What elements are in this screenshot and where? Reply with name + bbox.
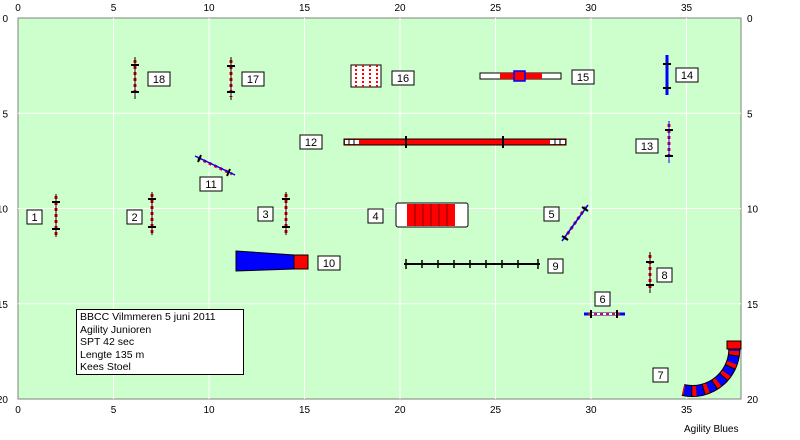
label-1: 1 — [26, 209, 43, 225]
svg-text:7: 7 — [657, 370, 663, 382]
obstacle-10-chute[interactable] — [235, 250, 309, 272]
obstacle-7-tunnel[interactable] — [681, 340, 742, 398]
svg-text:10: 10 — [323, 258, 335, 270]
label-10: 10 — [317, 255, 341, 271]
obstacle-13-jump[interactable] — [665, 121, 673, 163]
svg-text:3: 3 — [262, 209, 268, 221]
x-tick-top: 0 — [15, 3, 21, 14]
label-6: 6 — [594, 291, 611, 307]
svg-text:17: 17 — [247, 74, 259, 86]
standard-time: SPT 42 sec — [80, 336, 135, 348]
x-tick-top: 25 — [490, 3, 502, 14]
obstacle-15-seesaw[interactable] — [479, 70, 562, 82]
svg-text:8: 8 — [661, 270, 667, 282]
obstacle-11-jump[interactable] — [194, 154, 236, 177]
svg-text:5: 5 — [548, 209, 554, 221]
x-tick-top: 15 — [299, 3, 311, 14]
obstacle-4-tire[interactable] — [395, 202, 469, 228]
axis-ticks: 0055101015152020252530303535005510101515… — [0, 3, 759, 416]
svg-text:9: 9 — [552, 261, 558, 273]
class-name: Agility Junioren — [80, 323, 152, 336]
x-tick-bottom: 20 — [394, 405, 406, 416]
obstacle-18-jump[interactable] — [131, 57, 139, 99]
judge-name: Kees Stoel — [80, 361, 131, 373]
svg-text:12: 12 — [305, 137, 317, 149]
label-13: 13 — [635, 138, 659, 154]
obstacle-6-jump[interactable] — [584, 310, 625, 318]
svg-text:15: 15 — [577, 72, 589, 84]
x-tick-bottom: 5 — [111, 405, 117, 416]
label-3: 3 — [257, 206, 274, 222]
x-tick-bottom: 10 — [203, 405, 215, 416]
obstacle-1-jump[interactable] — [52, 194, 60, 237]
x-tick-bottom: 30 — [585, 405, 597, 416]
app-credit: Agility Blues — [684, 424, 739, 435]
y-tick-left: 0 — [2, 14, 8, 25]
label-16: 16 — [391, 70, 415, 86]
svg-text:13: 13 — [641, 141, 653, 153]
course-length: Lengte 135 m — [80, 348, 145, 361]
label-2: 2 — [126, 209, 143, 225]
label-4: 4 — [367, 208, 384, 224]
y-tick-right: 20 — [747, 395, 759, 406]
obstacle-16-wall[interactable] — [350, 64, 382, 88]
label-7: 7 — [652, 367, 669, 383]
label-15: 15 — [571, 69, 595, 85]
y-tick-left: 20 — [0, 395, 8, 406]
x-tick-bottom: 35 — [681, 405, 693, 416]
svg-text:2: 2 — [131, 212, 137, 224]
x-tick-top: 35 — [681, 3, 693, 14]
svg-text:1: 1 — [31, 212, 37, 224]
y-tick-right: 0 — [747, 14, 753, 25]
obstacle-17-jump[interactable] — [227, 57, 235, 100]
y-tick-left: 10 — [0, 205, 8, 216]
label-17: 17 — [241, 71, 265, 87]
label-8: 8 — [656, 267, 673, 283]
obstacle-8-jump[interactable] — [646, 252, 654, 293]
event-title: BBCC Vilmmeren 5 juni 2011 — [80, 311, 216, 323]
y-tick-right: 15 — [747, 300, 759, 311]
x-tick-top: 5 — [111, 3, 117, 14]
course-info-box: BBCC Vilmmeren 5 juni 2011 Agility Junio… — [76, 309, 244, 375]
x-tick-bottom: 0 — [15, 405, 21, 416]
obstacle-9-weave[interactable] — [404, 259, 540, 269]
svg-text:4: 4 — [372, 211, 378, 223]
label-9: 9 — [547, 258, 564, 274]
label-12: 12 — [299, 134, 323, 150]
svg-text:6: 6 — [599, 294, 605, 306]
y-tick-left: 15 — [0, 300, 8, 311]
obstacle-14-jump[interactable] — [663, 55, 671, 95]
y-tick-right: 5 — [747, 109, 753, 120]
x-tick-top: 20 — [394, 3, 406, 14]
y-tick-right: 10 — [747, 205, 759, 216]
x-tick-bottom: 15 — [299, 405, 311, 416]
obstacle-2-jump[interactable] — [148, 192, 156, 235]
obstacle-5-jump[interactable] — [561, 204, 589, 242]
x-tick-bottom: 25 — [490, 405, 502, 416]
svg-text:18: 18 — [153, 74, 165, 86]
obstacle-12-dogwalk[interactable] — [343, 136, 567, 148]
svg-text:11: 11 — [205, 179, 216, 191]
svg-text:14: 14 — [681, 70, 693, 82]
x-tick-top: 30 — [585, 3, 597, 14]
label-14: 14 — [675, 67, 699, 83]
y-tick-left: 5 — [2, 109, 8, 120]
label-11: 11 — [199, 176, 223, 192]
svg-text:16: 16 — [397, 73, 409, 85]
x-tick-top: 10 — [203, 3, 215, 14]
label-5: 5 — [543, 206, 560, 222]
label-18: 18 — [147, 71, 171, 87]
obstacle-3-jump[interactable] — [282, 192, 290, 235]
